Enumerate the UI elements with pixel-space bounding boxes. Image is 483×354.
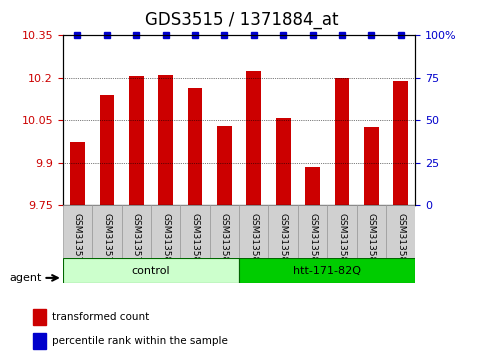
Text: htt-171-82Q: htt-171-82Q bbox=[293, 266, 361, 276]
FancyBboxPatch shape bbox=[386, 205, 415, 258]
Text: GSM313577: GSM313577 bbox=[73, 213, 82, 268]
FancyBboxPatch shape bbox=[269, 205, 298, 258]
Bar bbox=[129, 76, 143, 205]
FancyBboxPatch shape bbox=[239, 258, 415, 283]
FancyBboxPatch shape bbox=[327, 205, 356, 258]
FancyBboxPatch shape bbox=[151, 205, 180, 258]
Bar bbox=[276, 118, 290, 205]
Text: GSM313588: GSM313588 bbox=[396, 213, 405, 268]
Bar bbox=[99, 95, 114, 205]
FancyBboxPatch shape bbox=[239, 205, 269, 258]
Bar bbox=[246, 71, 261, 205]
Bar bbox=[393, 81, 408, 205]
Text: percentile rank within the sample: percentile rank within the sample bbox=[53, 336, 228, 346]
Text: agent: agent bbox=[10, 273, 42, 283]
Bar bbox=[33, 309, 46, 325]
Bar bbox=[158, 75, 173, 205]
FancyBboxPatch shape bbox=[122, 205, 151, 258]
Text: GSM313584: GSM313584 bbox=[279, 213, 288, 268]
FancyBboxPatch shape bbox=[356, 205, 386, 258]
Text: GSM313585: GSM313585 bbox=[308, 213, 317, 268]
Bar bbox=[33, 333, 46, 349]
Bar bbox=[305, 167, 320, 205]
Text: GSM313586: GSM313586 bbox=[338, 213, 346, 268]
Text: GDS3515 / 1371884_at: GDS3515 / 1371884_at bbox=[145, 11, 338, 29]
Text: control: control bbox=[132, 266, 170, 276]
FancyBboxPatch shape bbox=[298, 205, 327, 258]
Text: GSM313579: GSM313579 bbox=[132, 213, 141, 268]
Text: GSM313580: GSM313580 bbox=[161, 213, 170, 268]
FancyBboxPatch shape bbox=[63, 205, 92, 258]
Bar bbox=[217, 126, 232, 205]
Bar bbox=[364, 127, 379, 205]
Text: GSM313581: GSM313581 bbox=[190, 213, 199, 268]
FancyBboxPatch shape bbox=[63, 258, 239, 283]
FancyBboxPatch shape bbox=[180, 205, 210, 258]
Bar bbox=[188, 88, 202, 205]
Bar bbox=[335, 78, 349, 205]
FancyBboxPatch shape bbox=[92, 205, 122, 258]
Bar bbox=[70, 142, 85, 205]
Text: GSM313583: GSM313583 bbox=[249, 213, 258, 268]
Text: GSM313582: GSM313582 bbox=[220, 213, 229, 268]
Text: GSM313587: GSM313587 bbox=[367, 213, 376, 268]
Text: GSM313578: GSM313578 bbox=[102, 213, 112, 268]
Text: transformed count: transformed count bbox=[53, 312, 150, 322]
FancyBboxPatch shape bbox=[210, 205, 239, 258]
